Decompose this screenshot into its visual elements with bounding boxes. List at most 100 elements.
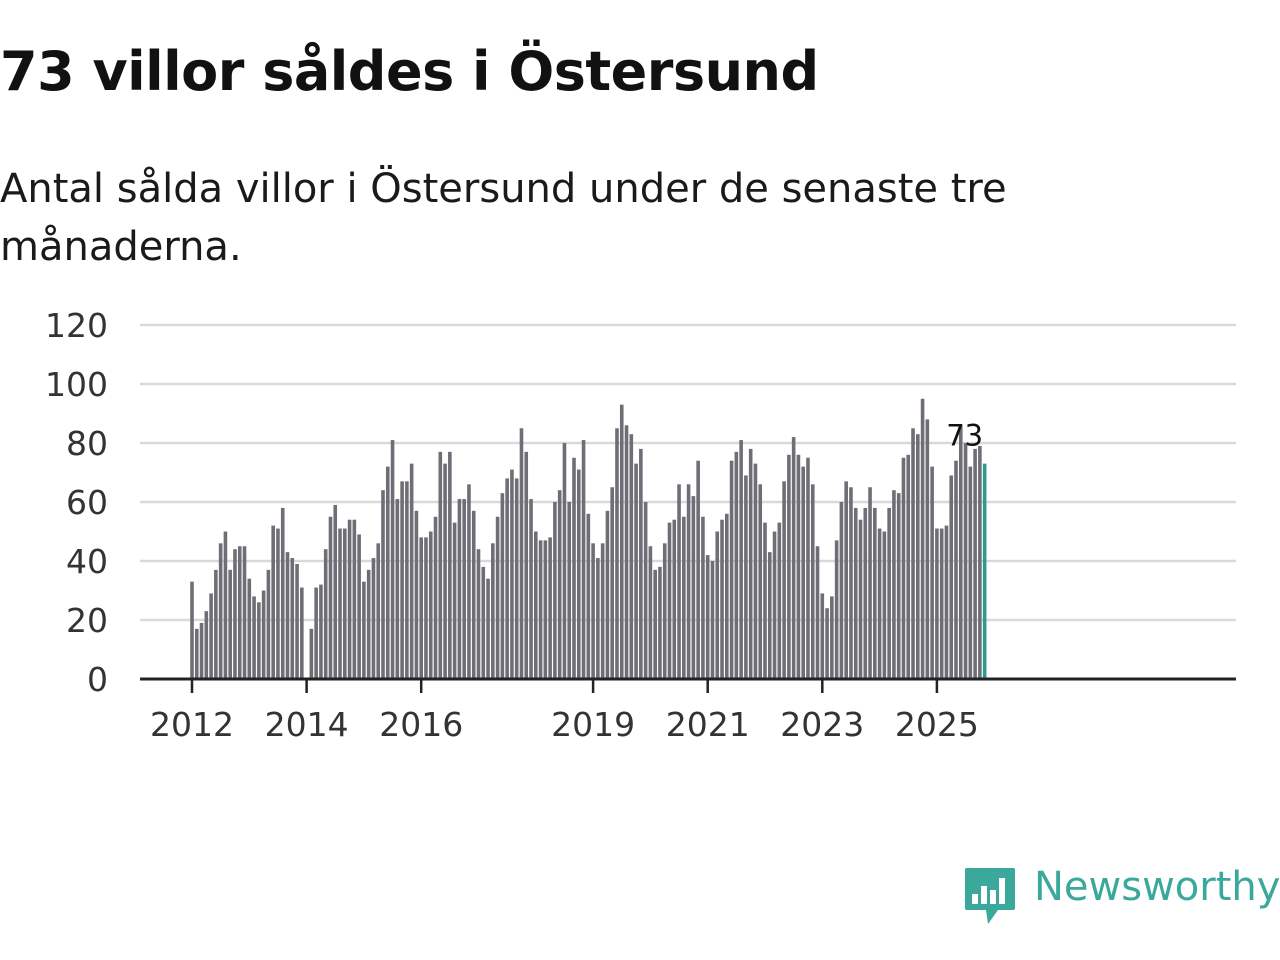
brand-name: Newsworthy [1034, 864, 1280, 910]
bar [194, 628, 199, 679]
bar [968, 466, 973, 679]
bar [677, 484, 681, 679]
bar [930, 466, 934, 679]
bar [949, 475, 954, 679]
bar [572, 457, 576, 679]
bar [849, 487, 853, 679]
bar [658, 566, 662, 679]
bar [385, 466, 390, 679]
bar [347, 519, 352, 679]
bar [357, 534, 361, 679]
bar [820, 593, 825, 679]
bar [758, 484, 763, 679]
bar [476, 549, 481, 679]
bar [510, 469, 514, 679]
bar [896, 493, 901, 679]
bar [519, 428, 524, 679]
x-axis-ticks: 2012 2014 2016 2019 2021 2023 2025 [150, 679, 979, 744]
bar [548, 537, 552, 679]
bar [462, 499, 466, 679]
bar [199, 622, 204, 679]
bar [500, 493, 505, 679]
y-tick-label: 60 [66, 483, 108, 522]
bar [443, 463, 447, 679]
bar [615, 428, 619, 679]
bar [911, 428, 915, 679]
bar [701, 516, 705, 679]
bar [400, 481, 404, 679]
bar [744, 475, 748, 679]
bar [944, 525, 949, 679]
bar [543, 540, 548, 679]
bar [830, 596, 834, 679]
bar [214, 569, 218, 679]
bar [696, 460, 700, 679]
bar [753, 463, 758, 679]
bar [619, 404, 624, 679]
bar [323, 549, 328, 679]
bar [643, 502, 648, 679]
bar [586, 513, 591, 679]
bar [338, 528, 342, 679]
bar [877, 528, 882, 679]
bar [624, 425, 629, 679]
bar [806, 457, 810, 679]
bar [825, 608, 829, 679]
bar [505, 478, 509, 679]
bar [963, 443, 968, 679]
bar [973, 448, 977, 679]
chart-title: 73 villor såldes i Östersund [0, 40, 819, 103]
bar [777, 522, 782, 679]
bar [791, 437, 796, 679]
bar [428, 531, 433, 679]
bar [715, 531, 720, 679]
bar [486, 578, 490, 679]
bar [295, 563, 299, 679]
data-labels: 73 [946, 419, 983, 453]
bar [610, 487, 614, 679]
bar [653, 569, 657, 679]
bar [720, 519, 724, 679]
bar [935, 528, 939, 679]
bar [858, 519, 863, 679]
bar [767, 552, 772, 679]
bar [452, 522, 457, 679]
bar [495, 516, 500, 679]
bar [796, 454, 801, 679]
bar-chart: 0 20 40 60 80 100 120 2012 2014 2016 2019 2021 2023… [45, 306, 1236, 744]
bar [405, 481, 409, 679]
bar [725, 513, 729, 679]
bar [787, 454, 791, 679]
bar [639, 448, 643, 679]
bar [958, 425, 963, 679]
bar [810, 484, 815, 679]
bar [261, 590, 266, 679]
bar [395, 499, 400, 679]
bar [433, 516, 438, 679]
bar [333, 504, 338, 679]
bar [204, 611, 209, 679]
bar [939, 528, 944, 679]
y-tick-label: 40 [66, 542, 108, 581]
bar [285, 552, 290, 679]
bar [600, 543, 605, 679]
bar [648, 546, 653, 679]
bar [839, 502, 844, 679]
bar [596, 558, 600, 679]
x-tick-label: 2021 [666, 705, 750, 744]
bar [925, 419, 930, 679]
bar [190, 581, 194, 679]
bar [223, 531, 228, 679]
bar [853, 507, 858, 679]
bar [605, 510, 610, 679]
bar [920, 398, 925, 679]
bar [424, 537, 428, 679]
bar [662, 543, 667, 679]
bar [534, 531, 538, 679]
bar [228, 569, 232, 679]
bar [705, 555, 710, 679]
bar [576, 469, 581, 679]
chart-subtitle: Antal sålda villor i Östersund under de … [0, 166, 1007, 270]
bar [252, 596, 256, 679]
bar [553, 502, 557, 679]
